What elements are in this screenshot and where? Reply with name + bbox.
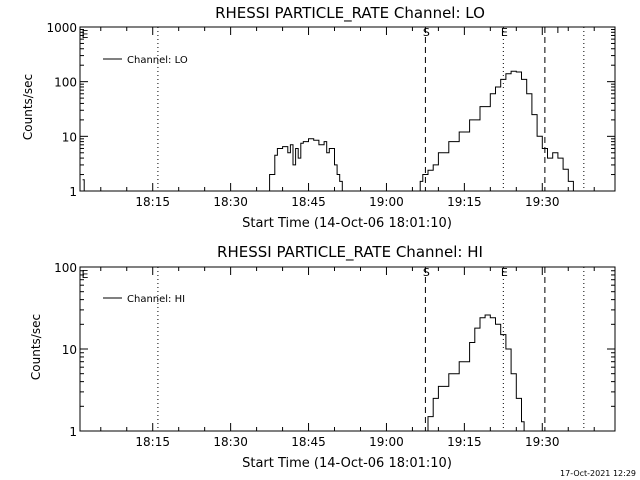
chart-panel-hi: RHESSI PARTICLE_RATE Channel: HI Counts/… <box>29 243 616 471</box>
event-marker-label: E <box>501 26 508 39</box>
footer-timestamp: 17-Oct-2021 12:29 <box>560 469 636 478</box>
x-tick-label: 18:15 <box>135 195 170 209</box>
chart-panel-lo: RHESSI PARTICLE_RATE Channel: LO Counts/… <box>21 4 616 231</box>
series-line <box>425 314 525 432</box>
x-axis-ticks: 18:15 18:30 18:45 19:00 19:15 19:30 <box>100 27 595 209</box>
y-axis-label: Counts/sec <box>21 74 35 140</box>
y-tick-label: 1 <box>69 185 77 199</box>
y-axis-ticks: 1 10 100 1000 <box>46 21 615 199</box>
plot-frame <box>79 26 616 192</box>
y-tick-label: 1000 <box>46 21 77 35</box>
series-line <box>267 138 343 192</box>
legend-entry: Channel: HI <box>127 294 185 305</box>
x-tick-label: 18:30 <box>213 195 248 209</box>
legend: Channel: LO <box>103 55 188 66</box>
y-tick-label: 100 <box>54 76 77 90</box>
y-axis-label: Counts/sec <box>29 314 43 380</box>
event-markers: S EE <box>79 26 585 191</box>
chart-title: RHESSI PARTICLE_RATE Channel: LO <box>215 4 485 23</box>
edge-marker-label: E <box>82 28 89 41</box>
plot-frame <box>79 266 616 432</box>
x-tick-label: 19:15 <box>447 435 482 449</box>
series-line <box>82 179 85 191</box>
x-tick-label: 19:30 <box>525 195 560 209</box>
x-tick-label: 18:15 <box>135 435 170 449</box>
x-axis-label: Start Time (14-Oct-06 18:01:10) <box>242 216 452 231</box>
x-tick-label: 19:00 <box>369 435 404 449</box>
x-tick-label: 18:45 <box>291 195 326 209</box>
y-tick-label: 10 <box>62 343 77 357</box>
x-axis-label: Start Time (14-Oct-06 18:01:10) <box>242 456 452 471</box>
x-tick-label: 18:45 <box>291 435 326 449</box>
series-group <box>425 314 525 432</box>
legend: Channel: HI <box>103 294 185 305</box>
x-tick-label: 18:30 <box>213 435 248 449</box>
legend-entry: Channel: LO <box>127 55 188 66</box>
event-markers: S EE <box>79 266 585 431</box>
y-tick-label: 100 <box>54 261 77 275</box>
series-group <box>82 70 574 192</box>
edge-marker-label: E <box>82 268 89 281</box>
event-marker-label: S <box>423 26 430 39</box>
event-marker-label: S <box>423 266 430 279</box>
series-line <box>417 70 574 192</box>
x-tick-label: 19:15 <box>447 195 482 209</box>
y-tick-label: 10 <box>62 130 77 144</box>
x-tick-label: 19:00 <box>369 195 404 209</box>
y-tick-label: 1 <box>69 425 77 439</box>
event-marker-label: E <box>501 266 508 279</box>
y-axis-ticks: 1 10 100 <box>54 261 615 439</box>
chart-title: RHESSI PARTICLE_RATE Channel: HI <box>217 243 483 262</box>
x-tick-label: 19:30 <box>525 435 560 449</box>
x-axis-ticks: 18:15 18:30 18:45 19:00 19:15 19:30 <box>100 267 595 449</box>
